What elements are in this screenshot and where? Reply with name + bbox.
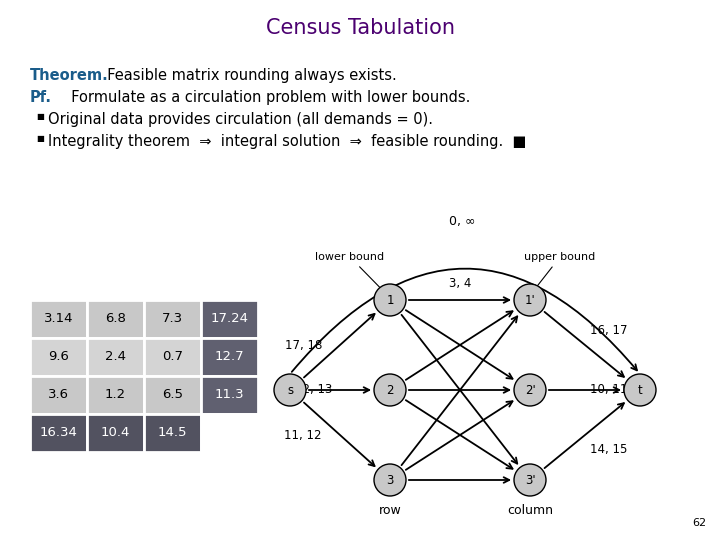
Text: 3': 3' [525, 474, 535, 487]
Text: column: column [507, 503, 553, 516]
Bar [201, 338, 258, 376]
Bar [30, 338, 87, 376]
Bar [30, 300, 87, 338]
Circle shape [374, 374, 406, 406]
Text: 2.4: 2.4 [105, 350, 126, 363]
Text: 3: 3 [387, 474, 394, 487]
Circle shape [514, 374, 546, 406]
Text: 9.6: 9.6 [48, 350, 69, 363]
Text: 1.2: 1.2 [105, 388, 126, 402]
Bar [87, 300, 144, 338]
Text: 11.3: 11.3 [215, 388, 244, 402]
Bar [30, 376, 87, 414]
Text: 62: 62 [692, 518, 706, 528]
Text: row: row [379, 503, 401, 516]
Circle shape [374, 464, 406, 496]
Text: ■: ■ [36, 112, 44, 121]
Text: 6.8: 6.8 [105, 313, 126, 326]
Text: Formulate as a circulation problem with lower bounds.: Formulate as a circulation problem with … [62, 90, 470, 105]
Bar [87, 414, 144, 452]
Bar [144, 338, 201, 376]
Text: 10.4: 10.4 [101, 427, 130, 440]
Bar [30, 414, 87, 452]
Text: 12.7: 12.7 [215, 350, 244, 363]
Text: Integrality theorem  ⇒  integral solution  ⇒  feasible rounding.  ■: Integrality theorem ⇒ integral solution … [48, 134, 526, 149]
Text: 2': 2' [525, 383, 536, 396]
Text: ■: ■ [36, 134, 44, 143]
Text: Original data provides circulation (all demands = 0).: Original data provides circulation (all … [48, 112, 433, 127]
Text: lower bound: lower bound [315, 252, 397, 305]
Bar [144, 300, 201, 338]
Text: 11, 12: 11, 12 [284, 429, 322, 442]
Text: 0.7: 0.7 [162, 350, 183, 363]
Bar [144, 414, 201, 452]
Text: 10, 11: 10, 11 [590, 383, 627, 396]
Text: s: s [287, 383, 293, 396]
Text: 14.5: 14.5 [158, 427, 187, 440]
Text: Theorem.: Theorem. [30, 68, 109, 83]
Bar [87, 376, 144, 414]
Text: Pf.: Pf. [30, 90, 52, 105]
Circle shape [514, 284, 546, 316]
Text: 3.6: 3.6 [48, 388, 69, 402]
Text: 0, ∞: 0, ∞ [449, 215, 475, 228]
Text: 16.34: 16.34 [40, 427, 78, 440]
Circle shape [274, 374, 306, 406]
Bar [201, 414, 258, 452]
Text: 3.14: 3.14 [44, 313, 73, 326]
Bar [87, 338, 144, 376]
Text: Census Tabulation: Census Tabulation [266, 18, 454, 38]
Circle shape [624, 374, 656, 406]
Text: 3, 4: 3, 4 [449, 277, 471, 290]
Circle shape [374, 284, 406, 316]
Text: 2: 2 [386, 383, 394, 396]
Text: 12, 13: 12, 13 [294, 383, 332, 396]
Bar [201, 300, 258, 338]
Text: 16, 17: 16, 17 [590, 324, 628, 337]
Text: 1: 1 [386, 294, 394, 307]
Text: upper bound: upper bound [523, 252, 595, 305]
Text: 17.24: 17.24 [210, 313, 248, 326]
Text: 14, 15: 14, 15 [590, 443, 627, 456]
Bar [144, 376, 201, 414]
Text: Feasible matrix rounding always exists.: Feasible matrix rounding always exists. [98, 68, 397, 83]
Text: 17, 18: 17, 18 [284, 339, 322, 352]
Text: 7.3: 7.3 [162, 313, 183, 326]
Circle shape [514, 464, 546, 496]
Text: 6.5: 6.5 [162, 388, 183, 402]
Text: 1': 1' [525, 294, 536, 307]
Bar [201, 376, 258, 414]
Text: t: t [638, 383, 642, 396]
FancyArrowPatch shape [292, 268, 637, 372]
